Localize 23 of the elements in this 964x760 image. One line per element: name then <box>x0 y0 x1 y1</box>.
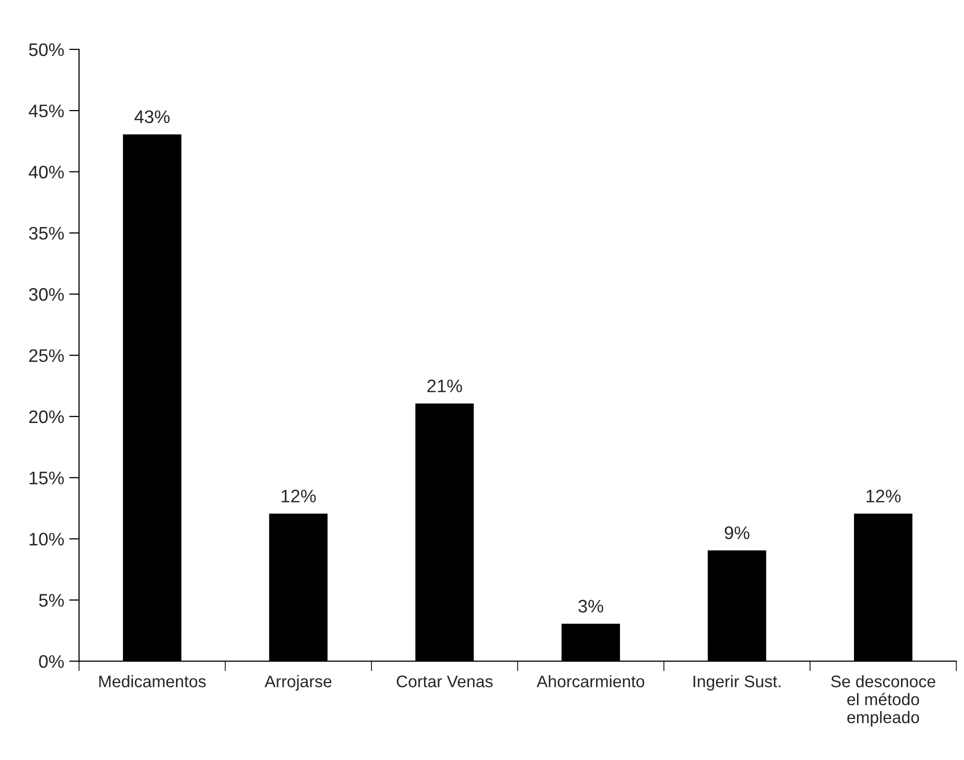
y-tick-label: 5% <box>39 594 64 607</box>
data-label: 3% <box>578 600 604 613</box>
data-label: 12% <box>282 490 316 502</box>
y-tick-label: 20% <box>29 410 64 424</box>
y-tick-label: 50% <box>29 43 64 56</box>
data-label: 9% <box>724 526 750 540</box>
y-tick-label: 40% <box>28 166 64 178</box>
x-tick-label: Ingerir Sust. <box>694 675 780 691</box>
data-label: 21% <box>427 380 462 392</box>
y-tick-label: 0% <box>39 655 64 668</box>
x-tick-label: Medicamentos <box>99 675 206 688</box>
x-tick-label: Arrojarse <box>264 675 332 691</box>
data-label: 43% <box>134 110 170 124</box>
y-tick-label: 25% <box>29 349 64 362</box>
data-label: 12% <box>866 490 901 502</box>
y-tick-label: 15% <box>30 472 64 484</box>
y-tick-label: 10% <box>30 532 64 546</box>
y-tick-label: 35% <box>29 226 64 240</box>
y-tick-label: 45% <box>28 104 64 118</box>
y-tick-label: 30% <box>29 288 64 301</box>
x-tick-label: Cortar Venas <box>396 676 493 688</box>
x-tick-label: Ahorcarmiento <box>536 675 644 688</box>
x-tick-label: Se desconoce el método empleado <box>831 675 936 727</box>
